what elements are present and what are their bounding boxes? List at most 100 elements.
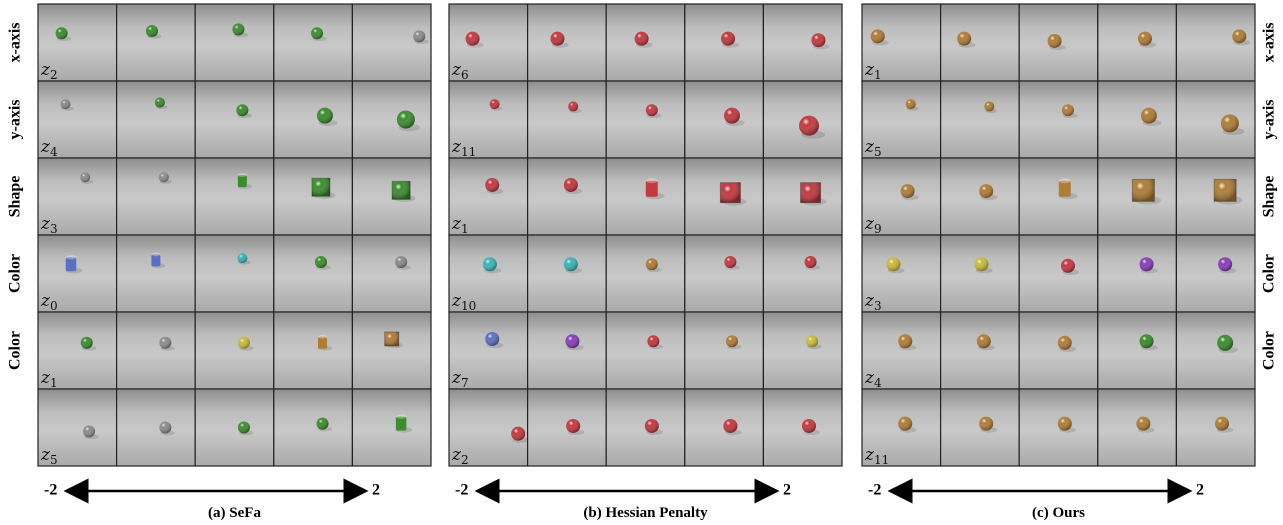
sphere-shine bbox=[563, 257, 578, 272]
image-cell bbox=[762, 157, 843, 236]
cylinder bbox=[65, 257, 77, 272]
sphere-shine bbox=[645, 258, 658, 271]
sphere-shine bbox=[644, 418, 659, 433]
image-cell bbox=[194, 234, 275, 313]
image-cell bbox=[1097, 388, 1178, 467]
image-cell bbox=[37, 3, 118, 82]
latent-index: 4 bbox=[50, 145, 58, 159]
cylinder bbox=[645, 180, 658, 197]
sphere-shine bbox=[721, 31, 736, 46]
image-cell bbox=[351, 311, 432, 390]
panel-caption: (b) Hessian Penalty bbox=[583, 505, 708, 521]
cube-shine bbox=[720, 182, 741, 203]
image-cell bbox=[605, 311, 686, 390]
image-cell bbox=[939, 80, 1020, 159]
panel-caption: (c) Ours bbox=[1032, 505, 1085, 521]
latent-symbol: z bbox=[864, 445, 875, 465]
image-cell bbox=[115, 3, 196, 82]
sphere-shine bbox=[900, 184, 915, 199]
sphere-shine bbox=[1057, 335, 1072, 350]
latent-symbol: z bbox=[40, 60, 51, 80]
image-cell bbox=[194, 157, 275, 236]
latent-label: z1 bbox=[40, 368, 58, 390]
latent-label: z0 bbox=[40, 291, 58, 313]
image-cell bbox=[939, 234, 1020, 313]
image-cell bbox=[1175, 311, 1256, 390]
sphere-shine bbox=[979, 416, 994, 431]
sphere-shine bbox=[1061, 104, 1074, 117]
latent-symbol: z bbox=[40, 445, 51, 465]
image-cell bbox=[1097, 3, 1178, 82]
sphere-shine bbox=[236, 104, 249, 117]
sphere-shine bbox=[159, 336, 172, 349]
image-cell bbox=[939, 3, 1020, 82]
cylinder bbox=[318, 336, 328, 349]
sphere-shine bbox=[511, 426, 526, 441]
sphere-shine bbox=[724, 255, 737, 268]
image-cell bbox=[351, 80, 432, 159]
image-cell bbox=[194, 388, 275, 467]
sphere-shine bbox=[1047, 33, 1062, 48]
sphere-shine bbox=[158, 172, 169, 183]
image-cell bbox=[861, 311, 942, 390]
sphere-shine bbox=[898, 416, 913, 431]
latent-index: 2 bbox=[50, 68, 58, 82]
cylinder bbox=[237, 175, 247, 188]
cylinder-top bbox=[645, 178, 658, 184]
latent-symbol: z bbox=[451, 368, 462, 388]
image-cell bbox=[861, 80, 942, 159]
cylinder-top bbox=[1058, 178, 1071, 184]
sphere-shine bbox=[489, 99, 500, 110]
sphere-shine bbox=[1140, 107, 1157, 124]
image-cell bbox=[115, 234, 196, 313]
sphere-shine bbox=[1136, 416, 1151, 431]
image-cell bbox=[194, 80, 275, 159]
sphere-shine bbox=[1232, 29, 1247, 44]
image-cell bbox=[684, 234, 764, 313]
sphere-shine bbox=[413, 30, 426, 43]
panel-caption: (a) SeFa bbox=[208, 505, 261, 521]
image-cell bbox=[115, 311, 196, 390]
latent-label: z10 bbox=[451, 291, 476, 313]
latent-label: z1 bbox=[451, 214, 469, 236]
sphere-shine bbox=[905, 99, 916, 110]
sphere-shine bbox=[723, 418, 738, 433]
sphere-shine bbox=[237, 253, 248, 264]
latent-label: z4 bbox=[40, 137, 58, 159]
image-cell bbox=[1175, 234, 1256, 313]
latent-label: z6 bbox=[451, 60, 469, 82]
cube-shine bbox=[800, 182, 821, 203]
sphere-shine bbox=[316, 107, 333, 124]
sphere-shine bbox=[806, 335, 819, 348]
sphere-shine bbox=[1060, 258, 1075, 273]
latent-index: 11 bbox=[874, 453, 889, 467]
sphere-shine bbox=[159, 421, 172, 434]
sphere-shine bbox=[957, 31, 972, 46]
sphere-shine bbox=[565, 334, 580, 349]
latent-index: 11 bbox=[461, 145, 476, 159]
sphere-shine bbox=[1137, 31, 1152, 46]
latent-label: z11 bbox=[451, 137, 476, 159]
image-cell bbox=[684, 80, 764, 159]
row-label-left: Color bbox=[7, 331, 24, 370]
sphere-shine bbox=[563, 177, 578, 192]
image-cell bbox=[939, 157, 1020, 236]
latent-index: 7 bbox=[461, 376, 469, 390]
latent-label: z2 bbox=[40, 60, 58, 82]
sphere-shine bbox=[1214, 416, 1229, 431]
latent-label: z2 bbox=[451, 445, 469, 467]
image-cell bbox=[526, 3, 607, 82]
cylinder-top bbox=[65, 255, 77, 260]
sphere-shine bbox=[976, 334, 991, 349]
latent-label: z1 bbox=[864, 60, 882, 82]
image-cell bbox=[448, 388, 529, 467]
row-label-left: Shape bbox=[7, 176, 24, 218]
latent-index: 2 bbox=[461, 453, 469, 467]
cylinder-top bbox=[395, 414, 407, 419]
latent-index: 3 bbox=[874, 299, 882, 313]
latent-label: z4 bbox=[864, 368, 882, 390]
range-end: 2 bbox=[1196, 482, 1204, 499]
latent-index: 10 bbox=[461, 299, 476, 313]
range-start: -2 bbox=[44, 482, 57, 499]
latent-index: 4 bbox=[874, 376, 882, 390]
